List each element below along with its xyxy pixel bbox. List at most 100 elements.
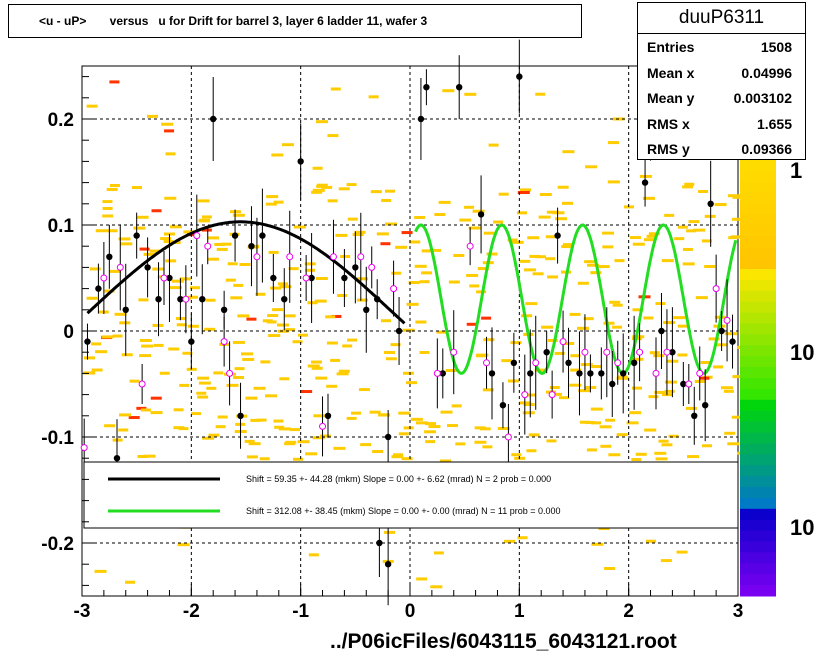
hist-cell: [562, 243, 573, 247]
hist-cell: [534, 368, 547, 372]
hist-cell: [590, 271, 602, 275]
hist-cell: [196, 391, 207, 395]
axes: -3 -2 -1 0 1 2 3 -0.2 -0.1 0 0.1 0.2: [41, 76, 743, 622]
color-scale-step: [740, 519, 776, 532]
data-point-open: [663, 348, 671, 356]
y-tick-label: 0.2: [48, 110, 74, 131]
hist-cell: [169, 286, 182, 290]
hist-cell: [352, 233, 364, 237]
hist-cell: [384, 189, 395, 193]
hist-cell: [732, 195, 744, 199]
data-point-open: [559, 338, 567, 346]
hist-cell: [639, 174, 652, 178]
hist-cell: [607, 180, 620, 184]
hist-cell: [197, 199, 210, 203]
hist-cell: [146, 114, 158, 118]
hist-cell: [474, 426, 486, 430]
hist-cell: [230, 296, 243, 300]
data-point-open: [357, 253, 365, 261]
data-point-filled: [155, 296, 162, 303]
hist-cell: [284, 442, 296, 446]
hist-cell: [682, 247, 693, 251]
hist-cell: [472, 209, 485, 213]
hist-cell: [137, 455, 149, 459]
stat-value: 0.09366: [741, 141, 792, 157]
data-point-filled: [417, 115, 425, 123]
data-point-open: [723, 316, 731, 324]
hist-cell: [140, 408, 151, 412]
hist-cell: [173, 426, 185, 430]
hist-cell: [179, 277, 191, 281]
hist-cell: [277, 282, 288, 286]
data-point-filled: [718, 327, 725, 335]
stat-label: Mean x: [647, 64, 695, 81]
hist-cell: [525, 302, 538, 306]
hist-cell: [225, 278, 236, 282]
hist-cell: [279, 285, 292, 289]
hist-cell: [451, 404, 462, 408]
hist-cell: [602, 231, 615, 235]
hist-cell: [654, 451, 667, 455]
hist-cell: [176, 323, 187, 327]
hist-cell: [376, 232, 389, 236]
hist-cell: [330, 358, 341, 362]
hist-cell: [266, 320, 277, 324]
hist-cell: [152, 323, 164, 327]
hist-cell: [398, 411, 411, 415]
hist-cell: [311, 360, 323, 364]
hist-cell: [600, 444, 612, 448]
hist-cell: [406, 381, 418, 385]
hist-cell: [701, 444, 712, 448]
hist-cell: [643, 238, 655, 242]
data-points: [80, 39, 736, 606]
data-point-open: [286, 253, 294, 261]
hist-cell: [265, 202, 277, 206]
hist-cell: [326, 341, 338, 345]
hist-cell: [674, 237, 685, 241]
data-point-filled: [352, 264, 359, 271]
hist-cell: [731, 415, 744, 419]
hist-cell: [590, 407, 603, 411]
color-scale-step: [740, 356, 776, 368]
hist-cell: [481, 316, 492, 320]
hist-cell: [410, 417, 423, 421]
hist-cell: [109, 184, 120, 188]
hist-cell: [402, 328, 415, 332]
hist-cell: [608, 453, 621, 457]
hist-cell: [626, 421, 639, 425]
hist-cell: [453, 253, 465, 257]
hist-cell: [271, 153, 284, 157]
hist-cell: [197, 376, 210, 380]
data-point-open: [193, 232, 201, 240]
color-scale-step: [740, 378, 776, 390]
stat-value: 0.003102: [733, 90, 792, 106]
color-scale-step: [740, 585, 776, 597]
color-scale-step: [740, 487, 776, 499]
hist-cell: [197, 395, 209, 399]
hist-cell: [86, 296, 98, 300]
hist-cell: [311, 190, 323, 194]
hist-cell: [268, 250, 279, 254]
hist-cell: [268, 334, 281, 338]
color-scale-step: [740, 181, 776, 194]
data-point-filled: [376, 539, 383, 547]
data-point-open: [685, 380, 693, 388]
stat-label: Mean y: [647, 90, 695, 106]
hist-cell: [557, 185, 569, 189]
data-point-filled: [439, 370, 446, 377]
hist-cell: [612, 303, 623, 307]
data-point-filled: [177, 296, 184, 303]
hist-cell: [83, 356, 95, 360]
data-point-filled: [477, 211, 485, 218]
hist-cell: [139, 247, 150, 251]
hist-cell: [434, 213, 446, 217]
hist-cell: [591, 421, 602, 425]
hist-cell: [570, 368, 582, 372]
x-tick-label: -2: [183, 601, 200, 622]
data-point-open: [368, 263, 376, 271]
hist-cell: [516, 211, 527, 215]
color-scale-step: [740, 312, 776, 324]
data-point-filled: [516, 73, 523, 80]
hist-cell: [233, 375, 245, 379]
hist-cell: [414, 264, 427, 268]
